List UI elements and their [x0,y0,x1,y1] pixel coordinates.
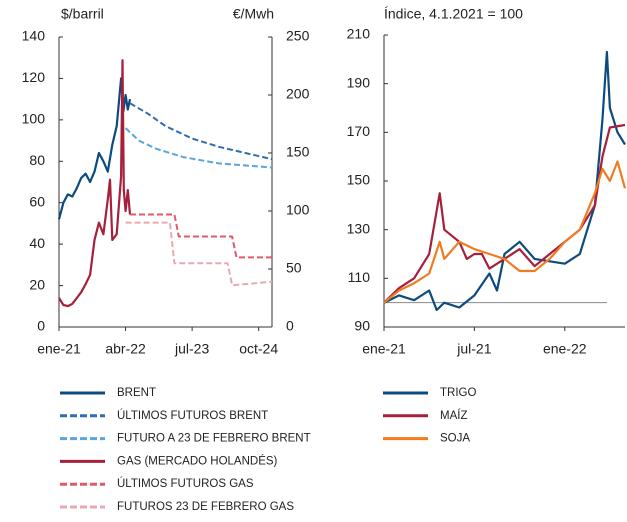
y-tick-label: 0 [37,318,45,334]
x-tick-label: abr-22 [105,341,146,357]
y-tick-label: 60 [29,193,45,209]
series-line [383,50,626,312]
legend-label: ÚLTIMOS FUTUROS GAS [117,477,254,490]
y-tick-label: 120 [22,69,46,85]
x-tick-label: ene-22 [543,341,587,357]
y-tick-label: 40 [29,235,45,251]
y-tick-label: 130 [347,220,371,236]
legend-label: TRIGO [440,387,476,399]
y2-tick-label: 50 [286,260,302,276]
y2-tick-label: 200 [286,86,310,102]
x-tick-label: ene-21 [362,341,406,357]
y-tick-label: 140 [22,28,46,44]
y2-axis-label: €/Mwh [233,6,274,22]
y-tick-label: 110 [348,269,371,285]
y-tick-label: 80 [29,152,45,168]
legend-label: SOJA [440,433,470,445]
y-tick-label: 210 [347,26,371,42]
y-tick-label: 190 [347,74,371,90]
y-tick-label: 170 [347,123,371,139]
legend-label: GAS (MERCADO HOLANDÉS) [117,454,278,467]
series-line [124,127,273,169]
y-tick-label: 20 [29,276,45,292]
x-tick-label: jul-21 [456,341,491,357]
y2-tick-label: 150 [286,144,310,160]
x-tick-label: jul-23 [174,341,209,357]
y-tick-label: 100 [22,111,46,127]
series-line [125,221,273,287]
y-axis-label: Índice, 4.1.2021 = 100 [384,6,523,22]
series-line [383,160,627,304]
y2-tick-label: 100 [286,202,310,218]
series-line [58,59,132,308]
y-axis-label: $/barril [61,6,104,22]
series-line [130,213,272,259]
x-tick-label: ene-21 [37,341,81,357]
legend-label: FUTUROS 23 DE FEBRERO GAS [117,501,294,513]
y-tick-label: 150 [347,172,371,188]
series-line [129,102,273,161]
x-tick-label: oct-24 [239,341,278,357]
y2-tick-label: 0 [286,318,294,334]
legend-label: MAÍZ [440,409,467,422]
legend-label: BRENT [117,387,156,399]
y-tick-label: 90 [354,318,370,334]
series-line [383,123,626,304]
legend-label: FUTURO A 23 DE FEBRERO BRENT [117,433,311,445]
legend-label: ÚLTIMOS FUTUROS BRENT [117,409,268,422]
y2-tick-label: 250 [286,28,310,44]
